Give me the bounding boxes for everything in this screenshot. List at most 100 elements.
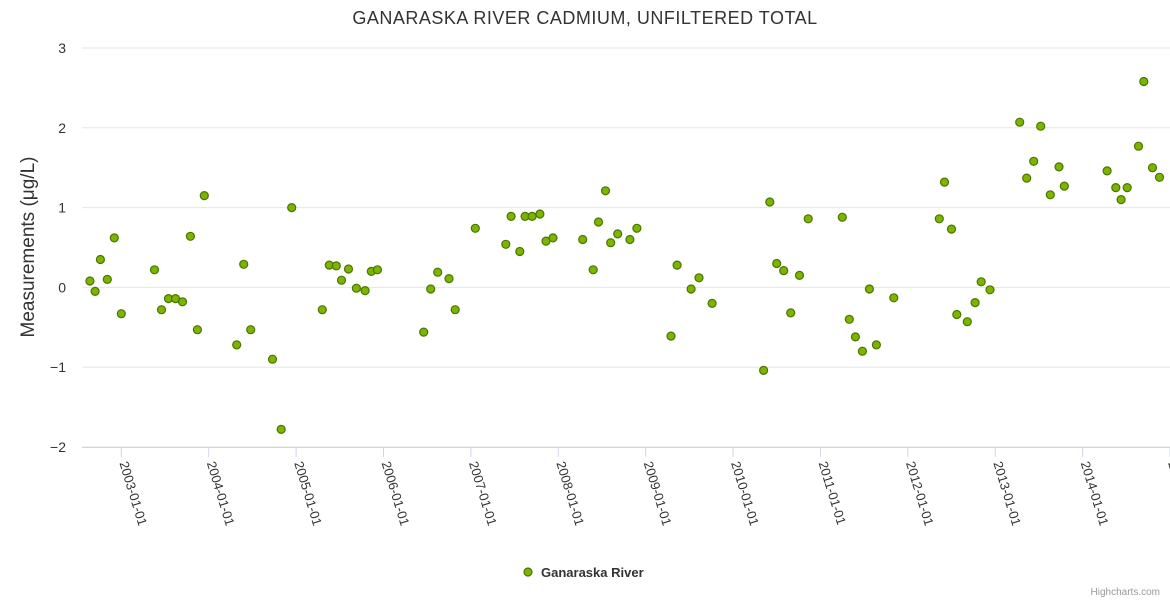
data-point[interactable] [450, 305, 460, 315]
data-point[interactable] [976, 277, 986, 287]
data-point[interactable] [758, 365, 769, 375]
data-point[interactable] [506, 211, 516, 221]
data-point[interactable] [871, 340, 882, 350]
data-point[interactable] [331, 261, 341, 271]
x-tick-label: 2003-01-01 [116, 459, 150, 527]
data-point[interactable] [287, 203, 297, 213]
data-point[interactable] [185, 231, 195, 241]
data-point[interactable] [857, 346, 868, 356]
data-point[interactable] [1029, 156, 1039, 166]
data-point[interactable] [360, 286, 370, 296]
data-point[interactable] [343, 264, 354, 274]
data-point[interactable] [1154, 172, 1165, 182]
data-point[interactable] [317, 305, 327, 315]
y-tick-label: 2 [58, 120, 66, 136]
data-point[interactable] [946, 224, 957, 234]
data-point[interactable] [336, 275, 347, 285]
data-point[interactable] [985, 285, 995, 295]
data-point[interactable] [426, 284, 436, 294]
data-point[interactable] [962, 317, 972, 327]
data-point[interactable] [600, 186, 611, 196]
data-point[interactable] [786, 308, 796, 318]
data-point[interactable] [239, 259, 249, 269]
data-point[interactable] [501, 239, 511, 249]
data-point[interactable] [765, 197, 775, 207]
data-point[interactable] [1015, 117, 1025, 127]
data-point[interactable] [1133, 141, 1144, 151]
data-point[interactable] [772, 258, 782, 269]
data-point[interactable] [433, 267, 443, 277]
data-point[interactable] [707, 298, 717, 308]
y-tick-label: 1 [58, 200, 66, 216]
data-point[interactable] [548, 233, 558, 243]
data-point[interactable] [606, 238, 616, 248]
data-point[interactable] [1122, 183, 1132, 193]
data-point[interactable] [803, 214, 813, 224]
legend[interactable]: Ganaraska River [523, 565, 644, 580]
y-tick-label: 3 [58, 40, 66, 56]
data-point[interactable] [85, 276, 95, 286]
data-point[interactable] [470, 223, 480, 233]
data-point[interactable] [1111, 183, 1121, 193]
data-point[interactable] [1116, 195, 1126, 205]
y-tick-label: 0 [58, 279, 66, 295]
data-point[interactable] [1054, 162, 1064, 172]
data-point[interactable] [794, 270, 805, 280]
data-point[interactable] [837, 212, 847, 222]
data-point[interactable] [1022, 173, 1032, 183]
data-point[interactable] [672, 260, 682, 270]
data-point[interactable] [593, 217, 604, 227]
data-point[interactable] [1139, 76, 1149, 87]
data-point[interactable] [952, 309, 962, 320]
data-point[interactable] [666, 331, 676, 341]
data-point[interactable] [149, 265, 160, 275]
data-point[interactable] [90, 286, 100, 296]
x-tick-label: 2010-01-01 [728, 459, 762, 527]
data-point[interactable] [864, 284, 875, 294]
data-point[interactable] [850, 332, 861, 342]
data-point[interactable] [939, 177, 950, 187]
data-point[interactable] [1045, 190, 1055, 200]
data-point[interactable] [192, 325, 202, 335]
data-point[interactable] [844, 314, 854, 324]
data-point[interactable] [419, 327, 429, 337]
data-point[interactable] [1147, 163, 1158, 173]
data-point[interactable] [686, 284, 696, 294]
data-point[interactable] [95, 254, 106, 265]
x-tick-label: 2009-01-01 [641, 459, 675, 527]
data-point[interactable] [246, 325, 256, 335]
data-point[interactable] [1102, 166, 1112, 176]
data-point[interactable] [199, 191, 209, 201]
credits-link[interactable]: Highcharts.com [1091, 587, 1160, 598]
data-point[interactable] [632, 223, 642, 233]
data-point[interactable] [267, 354, 278, 364]
data-point[interactable] [276, 424, 286, 434]
y-axis-label: Measurements (μg/L) [18, 157, 39, 338]
data-point[interactable] [102, 274, 112, 284]
x-tick-label: 2004-01-01 [204, 459, 238, 527]
data-point[interactable] [515, 246, 525, 257]
data-point[interactable] [527, 211, 537, 221]
data-point[interactable] [116, 309, 126, 319]
data-point[interactable] [889, 293, 899, 303]
data-point[interactable] [613, 229, 623, 239]
data-point[interactable] [535, 209, 545, 219]
data-point[interactable] [970, 298, 980, 308]
data-point[interactable] [779, 266, 789, 276]
data-point[interactable] [588, 265, 598, 275]
legend-marker[interactable] [523, 567, 533, 577]
data-point[interactable] [372, 265, 382, 275]
data-point[interactable] [232, 340, 242, 350]
data-point[interactable] [177, 297, 188, 307]
data-point[interactable] [578, 234, 588, 245]
data-point[interactable] [625, 234, 635, 245]
data-point[interactable] [351, 283, 361, 293]
legend-label[interactable]: Ganaraska River [541, 565, 644, 580]
data-point[interactable] [1036, 121, 1046, 131]
data-point[interactable] [444, 274, 454, 284]
data-point[interactable] [694, 273, 704, 283]
data-point[interactable] [109, 233, 119, 243]
data-point[interactable] [934, 214, 944, 224]
data-point[interactable] [156, 305, 167, 315]
data-point[interactable] [1059, 181, 1069, 191]
